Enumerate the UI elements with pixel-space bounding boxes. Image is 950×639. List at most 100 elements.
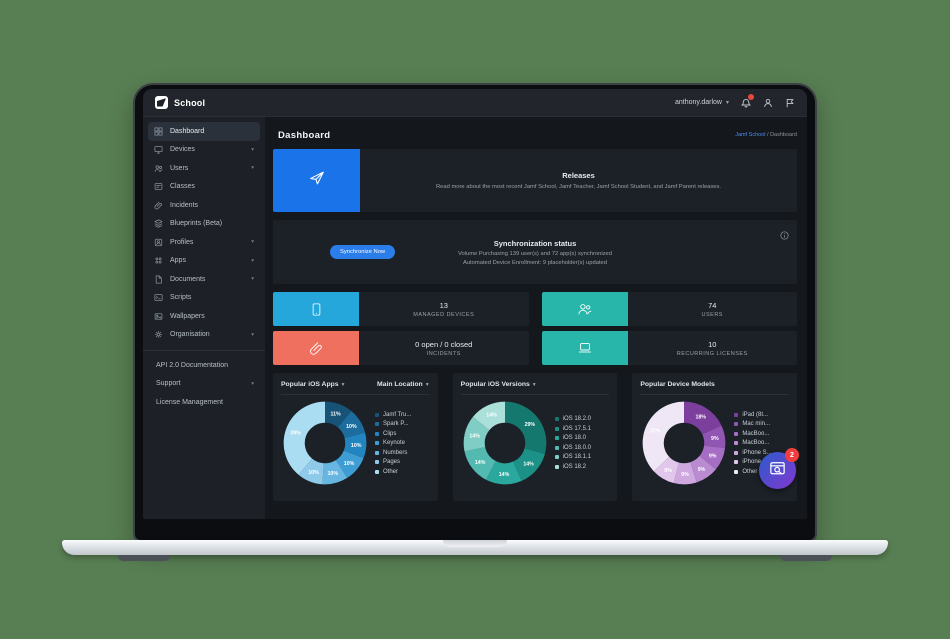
topbar: School anthony.darlow ▾	[143, 89, 807, 117]
scripts-icon	[154, 293, 163, 302]
donut-segment	[485, 460, 522, 485]
sidebar-item-profiles[interactable]: Profiles ▾	[148, 233, 260, 252]
legend-item: iOS 17.5.1	[554, 425, 592, 432]
chart-legend: iOS 18.2.0 iOS 17.5.1 iOS 18.0 iOS 18.0.0 iO…	[554, 416, 592, 470]
stat-recurring-licenses[interactable]: 10 RECURRING LICENSES	[541, 331, 797, 365]
stat-value: 13	[439, 300, 448, 310]
legend-marker	[734, 422, 739, 426]
users-icon	[154, 164, 163, 173]
legend-label: iOS 18.2.0	[562, 416, 592, 423]
notification-badge	[748, 94, 754, 100]
legend-item: MacBoo...	[734, 440, 771, 446]
donut-segment-label: 14%	[469, 434, 480, 440]
legend-label: Keynote	[383, 440, 406, 446]
legend-label: iOS 17.5.1	[562, 425, 592, 432]
breadcrumb-link[interactable]: Jamf School	[735, 132, 766, 138]
stat-body: 10 RECURRING LICENSES	[627, 331, 797, 365]
legend-label: Pages	[383, 459, 401, 465]
sidebar-item-documents[interactable]: Documents ▾	[148, 270, 260, 289]
donut-segment-label: 10%	[344, 461, 355, 467]
chart-card-ios-apps: Popular iOS Apps ▼ Main Location ▼ 11% 10% 1…	[273, 373, 438, 501]
releases-description: Read more about the most recent Jamf Sch…	[435, 184, 722, 190]
legend-marker	[734, 431, 739, 436]
sidebar-item-label: Incidents	[170, 201, 199, 209]
legend-marker	[554, 436, 559, 441]
chevron-down-icon: ▾	[251, 331, 254, 338]
legend-marker	[734, 469, 739, 474]
donut-segment-label: 10%	[327, 471, 338, 477]
donut-segment-label: 14%	[475, 460, 486, 466]
releases-banner[interactable]: Releases Read more about the most recent…	[273, 149, 797, 212]
notifications-bell-icon[interactable]	[740, 94, 754, 108]
sidebar-item-dashboard[interactable]: Dashboard	[148, 122, 260, 141]
legend-item: MacBoo...	[734, 431, 771, 437]
releases-body: Releases Read more about the most recent…	[360, 149, 797, 212]
donut-segment	[674, 462, 698, 485]
donut-segment-label: 14%	[498, 472, 509, 478]
sidebar-item-classes[interactable]: Classes	[148, 178, 260, 197]
sidebar-item-support[interactable]: Support ▾	[148, 375, 260, 394]
sync-status-line2: Automated Device Enrollment: 9 placehold…	[462, 259, 608, 266]
sidebar-item-label: Wallpapers	[170, 312, 205, 320]
legend-item: Mac min...	[734, 421, 771, 427]
stat-incidents[interactable]: 0 open / 0 closed INCIDENTS	[273, 331, 529, 365]
sidebar-item-organisation[interactable]: Organisation ▾	[148, 326, 260, 345]
legend-item: iPhone S...	[734, 450, 772, 456]
chevron-down-icon: ▼	[340, 382, 346, 388]
chevron-down-icon: ▼	[531, 382, 537, 388]
legend-marker	[554, 426, 559, 431]
sidebar-item-scripts[interactable]: Scripts	[148, 289, 260, 308]
chart-dropdown-ios-apps[interactable]: Popular iOS Apps ▼	[281, 381, 346, 388]
sidebar-item-label: Dashboard	[170, 127, 205, 135]
sidebar-item-devices[interactable]: Devices ▾	[148, 141, 260, 160]
info-icon[interactable]	[780, 227, 789, 240]
sidebar-item-apps[interactable]: Apps ▾	[148, 252, 260, 271]
chevron-down-icon: ▾	[251, 257, 254, 264]
stat-managed-devices[interactable]: 13 MANAGED DEVICES	[273, 292, 529, 326]
chevron-down-icon: ▾	[251, 380, 254, 387]
laptop-base	[62, 540, 888, 555]
sidebar-item-label: Organisation	[170, 331, 210, 339]
sidebar-item-license-management[interactable]: License Management	[148, 393, 260, 412]
breadcrumb-current: Dashboard	[770, 132, 797, 138]
sidebar-item-label: API 2.0 Documentation	[156, 361, 228, 369]
sidebar-item-label: Apps	[170, 257, 186, 265]
legend-label: Clips	[383, 430, 397, 437]
sidebar-item-wallpapers[interactable]: Wallpapers	[148, 307, 260, 326]
donut-segment	[642, 401, 685, 472]
laptop-lid: School anthony.darlow ▾	[133, 83, 817, 542]
stat-label: USERS	[701, 311, 723, 318]
sidebar-item-api-2-0-documentation[interactable]: API 2.0 Documentation	[148, 356, 260, 375]
legend-marker	[375, 450, 379, 455]
donut-segment-label: 11%	[330, 412, 341, 418]
stat-value: 74	[708, 300, 717, 310]
blueprints-icon	[154, 219, 163, 228]
legend-item: Other	[734, 469, 771, 475]
user-menu[interactable]: anthony.darlow ▾	[675, 99, 729, 106]
legend-label: MacBoo...	[742, 440, 770, 446]
legend-label: Mac min...	[742, 421, 770, 427]
chart-dropdown-ios-versions[interactable]: Popular iOS Versions ▼	[460, 381, 537, 388]
donut-segment-label: 14%	[523, 461, 534, 467]
account-person-icon[interactable]	[762, 97, 773, 108]
donut-segment	[298, 458, 324, 485]
legend-marker	[734, 441, 739, 445]
feedback-flag-icon[interactable]	[784, 97, 795, 108]
sidebar-item-users[interactable]: Users ▾	[148, 159, 260, 178]
synchronize-now-button[interactable]: Synchronize Now	[330, 245, 396, 259]
legend-item: iPhone ...	[734, 459, 771, 465]
dashboard-icon	[154, 127, 163, 136]
stat-users[interactable]: 74 USERS	[541, 292, 797, 326]
extension-floating-button[interactable]: 2	[759, 448, 799, 489]
chevron-down-icon: ▼	[424, 382, 430, 388]
chart-card-device-models: Popular Device Models 18% 9% 9% 9% 9% 9% 37% i…	[632, 373, 797, 501]
legend-item: iPad (8t...	[734, 412, 771, 418]
legend-item: iOS 18.2.0	[554, 416, 592, 423]
legend-label: iPad (8t...	[742, 411, 769, 418]
donut-chart-ios-versions: 29% 14% 14% 14% 14% 14%	[463, 401, 547, 485]
sidebar-item-blueprints-beta[interactable]: Blueprints (Beta)	[148, 215, 260, 234]
sync-status-card: Synchronize Now Synchronization status V…	[273, 220, 797, 284]
tablet-icon	[273, 292, 359, 326]
sidebar-item-incidents[interactable]: Incidents	[148, 196, 260, 215]
chart-dropdown-main-location[interactable]: Main Location ▼	[377, 381, 430, 388]
